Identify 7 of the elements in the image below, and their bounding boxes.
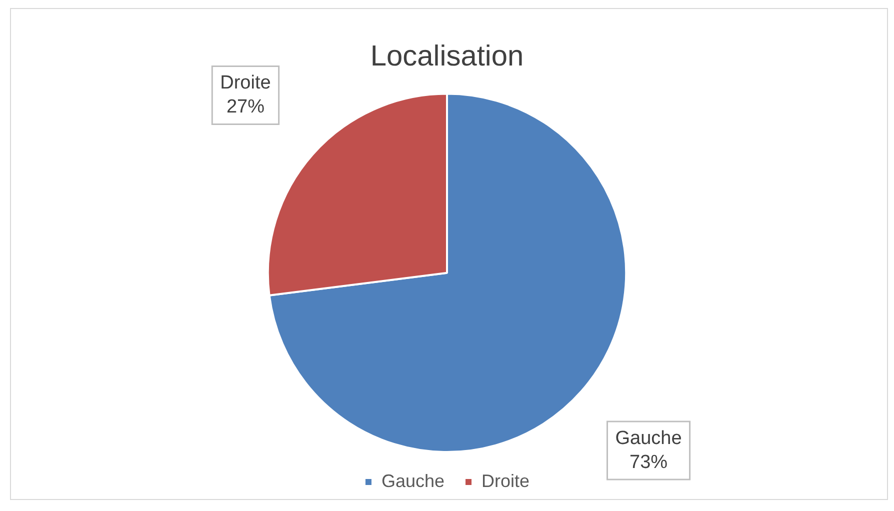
legend-label: Droite	[482, 470, 530, 491]
data-label: 27%	[226, 96, 265, 118]
legend-label: Gauche	[381, 470, 445, 491]
slice-label: Gauche	[615, 428, 682, 449]
chart-title: Localisation	[370, 40, 524, 72]
slice-label: Droite	[220, 72, 271, 94]
data-label: 73%	[630, 452, 668, 473]
